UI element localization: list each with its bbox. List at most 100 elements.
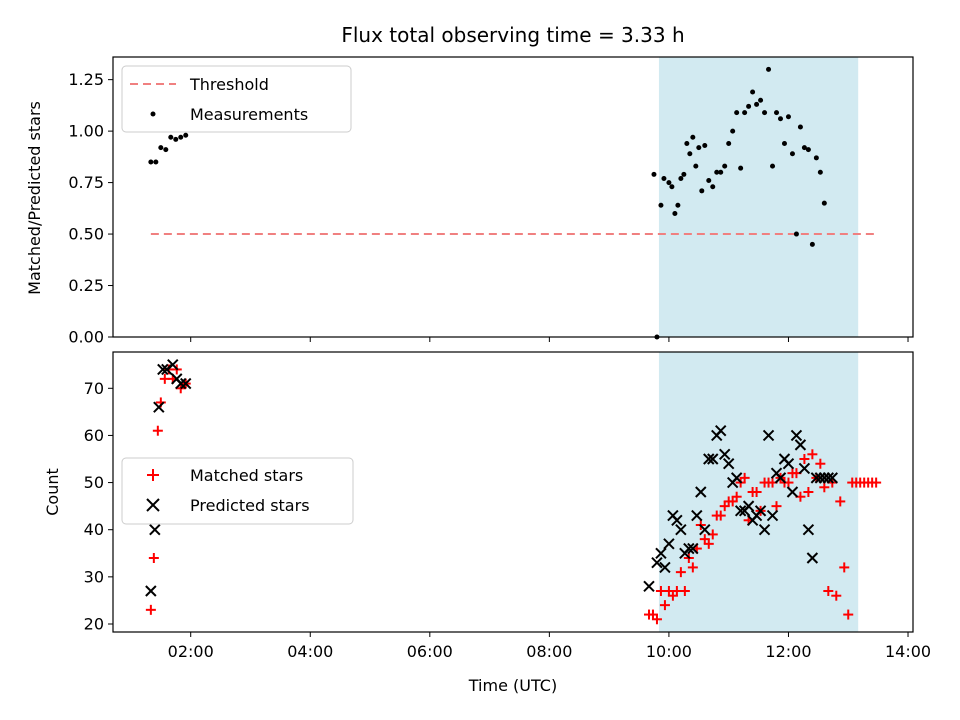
bottom-y-axis-label: Count: [43, 468, 62, 516]
measurement-point: [742, 110, 748, 116]
measurement-point: [730, 128, 736, 134]
measurement-point: [789, 151, 795, 157]
predicted-star-point: [826, 472, 839, 484]
measurement-point: [699, 188, 705, 194]
x-tick-label: 12:00: [765, 642, 811, 661]
bottom-legend: Matched stars Predicted stars: [121, 457, 354, 525]
matched-star-point: [152, 425, 163, 436]
predicted-star-point: [802, 524, 815, 536]
matched-star-point: [687, 562, 698, 573]
measurement-point: [781, 140, 787, 146]
matched-star-point: [679, 585, 690, 596]
x-tick-label: 02:00: [168, 642, 214, 661]
top-legend-box: [121, 65, 352, 133]
predicted-star-point: [167, 359, 179, 371]
predicted-star-point: [730, 472, 743, 484]
predicted-star-point: [774, 472, 787, 484]
measurement-point: [801, 145, 807, 151]
measurement-point: [158, 145, 164, 151]
matched-star-point: [803, 487, 814, 497]
predicted-star-point: [794, 439, 807, 451]
predicted-star-point: [766, 509, 779, 522]
matched-star-point: [771, 501, 782, 512]
matched-star-point: [715, 510, 726, 521]
y-tick-label: 60: [84, 426, 104, 445]
predicted-star-point: [762, 429, 775, 442]
top-y-ticks: 0.00 0.25 0.50 0.75 1.00 1.25: [68, 70, 113, 347]
predicted-star-point: [806, 552, 819, 564]
matched-legend-label: Matched stars: [190, 466, 303, 485]
measurement-point: [722, 163, 728, 169]
measurement-point: [693, 163, 699, 169]
predicted-star-point: [643, 580, 655, 592]
measurement-point: [669, 184, 675, 190]
predicted-star-point: [691, 509, 703, 522]
chart-title: Flux total observing time = 3.33 h: [341, 23, 684, 47]
x-tick-label: 04:00: [287, 642, 333, 661]
predicted-star-point: [822, 472, 835, 484]
predicted-star-point: [758, 524, 771, 536]
measurement-point: [813, 155, 819, 161]
matched-star-point: [651, 614, 662, 625]
measurement-point: [178, 134, 184, 140]
predicted-star-point: [157, 363, 169, 376]
matched-star-point: [835, 496, 846, 507]
predicted-star-point: [651, 556, 663, 569]
measurement-point: [690, 134, 696, 140]
matched-star-point: [675, 567, 686, 578]
matched-star-point: [839, 562, 850, 573]
measurement-point: [797, 124, 803, 130]
bottom-x-ticks: 02:00 04:00 06:00 08:00 10:00 12:00 14:00: [168, 632, 931, 661]
measurement-point: [681, 171, 687, 177]
predicted-star-point: [715, 425, 727, 437]
measurement-point: [658, 202, 664, 208]
measurement-point: [774, 110, 780, 116]
top-axes-frame: [112, 56, 914, 338]
predicted-star-point: [695, 486, 707, 498]
y-tick-label: 0.50: [68, 225, 104, 244]
predicted-legend-label: Predicted stars: [190, 496, 310, 515]
measurement-point: [754, 101, 760, 107]
bottom-legend-box: [121, 457, 354, 525]
predicted-star-point: [180, 377, 192, 390]
threshold-legend-label: Threshold: [189, 75, 269, 94]
x-tick-label: 08:00: [526, 642, 572, 661]
top-x-ticks: [190, 337, 909, 342]
measurement-point: [696, 145, 702, 151]
measurement-point: [684, 140, 690, 146]
x-tick-label: 14:00: [885, 642, 931, 661]
measurement-point: [163, 147, 169, 153]
measurement-point: [809, 241, 815, 247]
measurement-point: [738, 165, 744, 171]
y-tick-label: 20: [84, 614, 104, 633]
measurement-point: [714, 169, 720, 175]
y-tick-label: 0.25: [68, 276, 104, 295]
measurement-point: [706, 178, 712, 184]
measurement-point: [746, 103, 752, 109]
predicted-star-point: [149, 524, 161, 536]
predicted-star-point: [683, 542, 695, 555]
measurement-point: [766, 66, 772, 72]
measurement-point: [762, 110, 768, 116]
x-tick-label: 06:00: [407, 642, 453, 661]
measurement-point: [153, 159, 159, 165]
predicted-star-point: [687, 542, 699, 555]
measurement-point: [777, 116, 783, 122]
measurement-point: [702, 143, 708, 149]
matched-star-point: [807, 449, 818, 460]
y-tick-label: 0.75: [68, 173, 104, 192]
predicted-star-point: [718, 448, 731, 460]
predicted-star-point: [734, 505, 747, 517]
predicted-legend-swatch: [146, 498, 160, 512]
matched-star-point: [799, 454, 810, 465]
predicted-star-point: [671, 514, 683, 526]
matched-star-point: [871, 477, 882, 488]
measurement-point: [675, 202, 681, 208]
y-tick-label: 30: [84, 567, 104, 586]
x-tick-label: 10:00: [646, 642, 692, 661]
measurement-point: [770, 163, 776, 169]
measurement-point: [666, 180, 672, 186]
measurement-point: [758, 97, 764, 103]
y-tick-label: 50: [84, 473, 104, 492]
measurement-point: [734, 110, 740, 116]
